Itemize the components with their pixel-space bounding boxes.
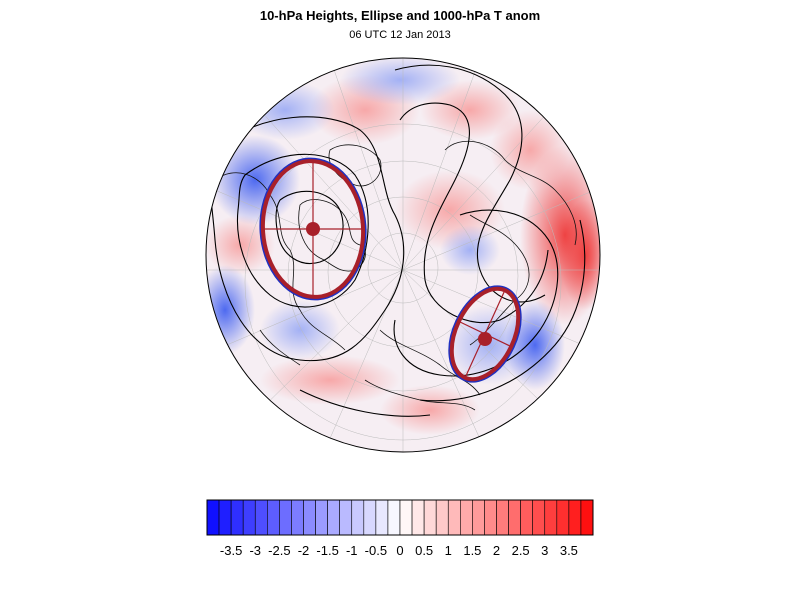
colorbar-cell <box>230 499 244 536</box>
colorbar-cell <box>254 499 268 536</box>
vortex-ellipse-west <box>259 157 367 301</box>
colorbar-cell <box>399 499 413 536</box>
colorbar-cell <box>411 499 425 536</box>
colorbar-cell <box>472 499 485 536</box>
colorbar-cell <box>460 499 473 536</box>
colorbar-cell <box>508 499 521 536</box>
colorbar-cell <box>351 499 365 536</box>
colorbar-frame <box>206 499 594 536</box>
colorbar-cell <box>484 499 497 536</box>
colorbar-cell <box>339 499 353 536</box>
colorbar-cell <box>435 499 449 536</box>
colorbar-cell <box>206 499 220 536</box>
colorbar-tick-label: 2 <box>492 543 501 558</box>
colorbar-cell <box>315 499 328 536</box>
colorbar-tick-label: 0 <box>396 543 404 558</box>
colorbar-cell <box>580 499 594 536</box>
colorbar-cell <box>291 499 304 536</box>
colorbar-cell <box>496 499 509 536</box>
colorbar-cell <box>447 499 461 536</box>
height-contours <box>209 64 586 417</box>
colorbar-tick-label: -2 <box>297 543 310 558</box>
colorbar-tick-label: -3 <box>249 543 262 558</box>
colorbar-tick-label: -1 <box>345 543 358 558</box>
graticule <box>206 58 600 452</box>
colorbar-tick-label: 3.5 <box>559 543 578 558</box>
colorbar-cell <box>363 499 377 536</box>
colorbar-cell <box>520 499 533 536</box>
colorbar-tick-label: -3.5 <box>219 543 243 558</box>
colorbar-cell <box>267 499 280 536</box>
colorbar-tick-label: -1.5 <box>316 543 339 558</box>
colorbar-tick-label: -0.5 <box>364 543 388 558</box>
colorbar-tick-label: -2.5 <box>268 543 291 558</box>
colorbar-cells <box>206 499 594 536</box>
figure-subtitle: 06 UTC 12 Jan 2013 <box>349 29 451 41</box>
colorbar-cell <box>218 499 232 536</box>
colorbar-cell <box>423 499 437 536</box>
colorbar-cell <box>387 499 401 536</box>
colorbar-tick-label: 0.5 <box>415 543 434 558</box>
colorbar-tick-label: 3 <box>541 543 549 558</box>
figure-title: 10-hPa Heights, Ellipse and 1000-hPa T a… <box>259 8 541 23</box>
vortex-ellipse-east <box>448 285 522 383</box>
colorbar-cell <box>556 499 570 536</box>
colorbar-cell <box>544 499 558 536</box>
colorbar-cell <box>279 499 292 536</box>
colorbar-tick-label: 2.5 <box>511 543 530 558</box>
colorbar-cell <box>327 499 340 536</box>
globe-outline <box>205 57 601 453</box>
colorbar-cell <box>375 499 389 536</box>
colorbar-cell <box>568 499 582 536</box>
colorbar-tick-label: 1.5 <box>463 543 482 558</box>
colorbar-cell <box>303 499 316 536</box>
colorbar-cell <box>242 499 256 536</box>
colorbar-tick-label: 1 <box>444 543 452 558</box>
colorbar-cell <box>532 499 546 536</box>
